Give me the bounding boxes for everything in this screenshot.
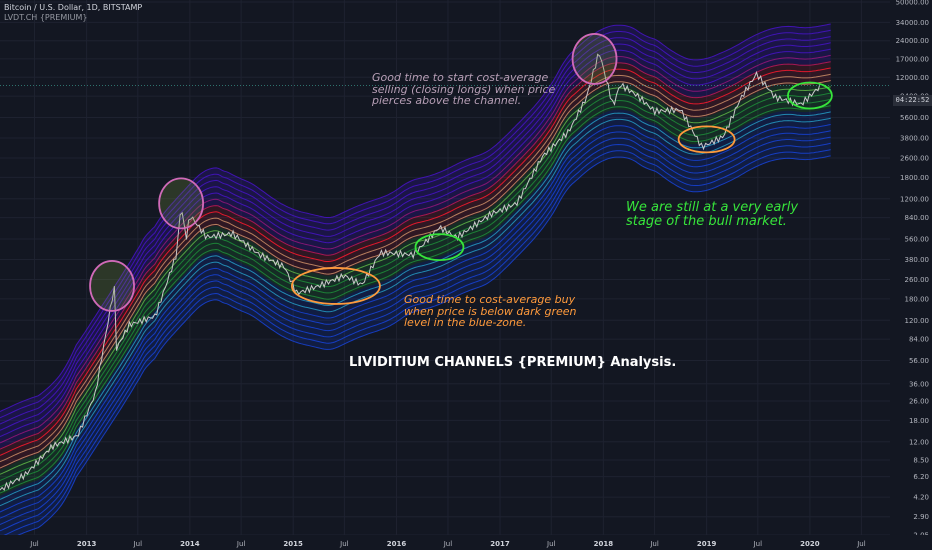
channel-band-line bbox=[0, 98, 831, 488]
y-tick-label: 56.00 bbox=[909, 357, 929, 365]
y-tick-label: 26.00 bbox=[909, 397, 929, 405]
x-tick-label: Jul bbox=[133, 540, 143, 548]
y-tick-label: 3800.00 bbox=[900, 134, 929, 142]
x-axis[interactable]: Jul 2013 Jul 2014 Jul 2015 Jul 2016 Jul 2017 Jul 20… bbox=[0, 535, 932, 550]
channel-zone-fill bbox=[0, 24, 831, 449]
price-series bbox=[0, 53, 890, 492]
price-line bbox=[0, 53, 821, 492]
y-tick-label: 2.90 bbox=[913, 513, 929, 521]
channel-band-line bbox=[0, 42, 831, 431]
y-tick-label: 12000.00 bbox=[896, 74, 929, 82]
channel-band-line bbox=[0, 23, 831, 412]
analysis-headline: LIVIDITIUM CHANNELS {PREMIUM} Analysis. bbox=[349, 355, 677, 370]
x-tick-label: Jul bbox=[339, 540, 349, 548]
symbol-title: Bitcoin / U.S. Dollar, 1D, BITSTAMP bbox=[4, 3, 143, 12]
y-axis[interactable]: 50000.00 34000.00 24000.00 17000.00 12000.00… bbox=[890, 0, 932, 550]
x-tick-label: 2015 bbox=[283, 540, 303, 548]
highlight-circle-green bbox=[414, 233, 465, 262]
channel-band-line bbox=[0, 111, 831, 500]
highlight-circles bbox=[89, 33, 833, 312]
x-tick-label: Jul bbox=[649, 540, 659, 548]
y-axis-background bbox=[890, 0, 932, 550]
bull-market-annotation: We are still at a very early stage of th… bbox=[626, 200, 799, 229]
x-tick-label: 2017 bbox=[490, 540, 510, 548]
channel-band-line bbox=[0, 29, 831, 419]
x-tick-label: Jul bbox=[546, 540, 556, 548]
channel-band-line bbox=[0, 73, 831, 463]
y-tick-label: 12.00 bbox=[909, 438, 929, 446]
y-tick-label: 8.50 bbox=[913, 456, 929, 464]
channel-bands bbox=[0, 23, 831, 544]
y-tick-label: 6.20 bbox=[913, 473, 929, 481]
y-tick-label: 560.00 bbox=[905, 235, 930, 243]
channel-band-line bbox=[0, 149, 831, 538]
x-tick-label: Jul bbox=[753, 540, 763, 548]
y-tick-label: 34000.00 bbox=[896, 19, 929, 27]
y-tick-label: 380.00 bbox=[905, 256, 930, 264]
current-time-badge: 04:22:52 bbox=[893, 95, 932, 106]
y-tick-label: 18.00 bbox=[909, 417, 929, 425]
x-tick-label: 2019 bbox=[697, 540, 717, 548]
highlight-circle-orange bbox=[677, 125, 736, 154]
channel-band-line bbox=[0, 142, 831, 532]
channel-band-line bbox=[0, 136, 831, 525]
channel-zone-fill bbox=[0, 108, 831, 544]
y-tick-label: 260.00 bbox=[905, 276, 930, 284]
channel-band-line bbox=[0, 67, 831, 456]
highlight-circle-pink bbox=[89, 260, 135, 312]
y-tick-label: 36.00 bbox=[909, 380, 929, 388]
channel-band-line bbox=[0, 48, 831, 438]
buy-annotation: Good time to cost-average buy when price… bbox=[404, 293, 577, 330]
y-tick-label: 180.00 bbox=[905, 295, 930, 303]
y-tick-label: 1800.00 bbox=[900, 174, 929, 182]
indicator-title: LVDT.CH {PREMIUM} bbox=[4, 13, 88, 22]
x-tick-label: 2013 bbox=[77, 540, 97, 548]
highlight-circle-green bbox=[787, 81, 833, 110]
channel-band-line bbox=[0, 105, 831, 494]
y-tick-label: 1200.00 bbox=[900, 195, 929, 203]
channel-band-line bbox=[0, 54, 831, 444]
x-axis-background bbox=[0, 535, 932, 550]
x-tick-label: Jul bbox=[29, 540, 39, 548]
highlight-circle-orange bbox=[291, 267, 381, 305]
x-tick-label: 2020 bbox=[800, 540, 820, 548]
x-tick-label: 2018 bbox=[594, 540, 614, 548]
sell-annotation: Good time to start cost-average selling … bbox=[372, 71, 556, 108]
y-tick-label: 50000.00 bbox=[896, 0, 929, 7]
x-tick-label: 2016 bbox=[387, 540, 407, 548]
y-tick-label: 840.00 bbox=[905, 214, 930, 222]
highlight-circle-pink bbox=[571, 33, 618, 85]
channel-band-line bbox=[0, 80, 831, 469]
channel-zone-fill bbox=[0, 60, 831, 470]
channel-band-line bbox=[0, 130, 831, 519]
y-tick-label: 4.20 bbox=[913, 494, 929, 502]
grid-lines bbox=[0, 0, 890, 536]
y-tick-label: 5600.00 bbox=[900, 114, 929, 122]
y-tick-label: 17000.00 bbox=[896, 55, 929, 63]
y-tick-label: 2600.00 bbox=[900, 154, 929, 162]
x-tick-label: Jul bbox=[856, 540, 866, 548]
x-tick-label: 2014 bbox=[180, 540, 200, 548]
channel-band-line bbox=[0, 124, 831, 513]
y-tick-label: 84.00 bbox=[909, 336, 929, 344]
x-tick-label: Jul bbox=[236, 540, 246, 548]
highlight-circle-pink bbox=[158, 177, 205, 230]
channel-band-line bbox=[0, 61, 831, 450]
channel-band-line bbox=[0, 36, 831, 425]
y-tick-label: 24000.00 bbox=[896, 37, 929, 45]
channel-band-line bbox=[0, 155, 831, 544]
channel-band-line bbox=[0, 117, 831, 507]
y-tick-label: 120.00 bbox=[905, 317, 930, 325]
channel-band-line bbox=[0, 86, 831, 475]
channel-zone-fill bbox=[0, 82, 831, 496]
x-tick-label: Jul bbox=[443, 540, 453, 548]
